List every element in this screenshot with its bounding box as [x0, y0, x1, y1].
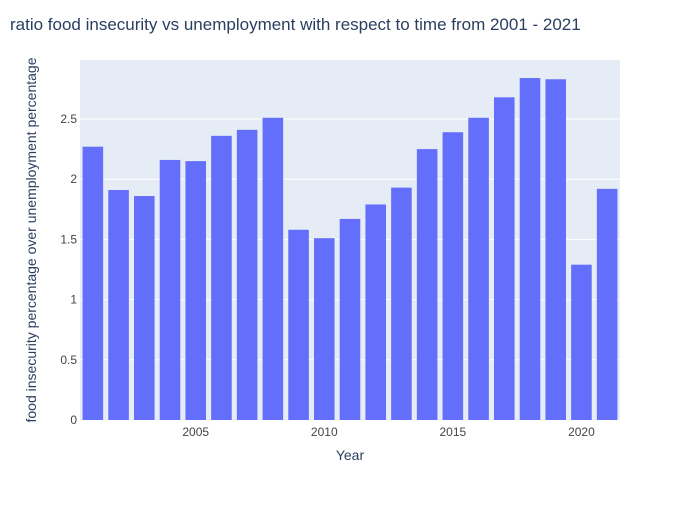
bars — [82, 78, 618, 421]
x-tick-label: 2010 — [311, 425, 338, 439]
bar-2018[interactable] — [519, 78, 541, 420]
bar-2004[interactable] — [159, 159, 181, 420]
x-axis-ticks: 2005 2010 2015 2020 — [182, 425, 595, 439]
bar-2020[interactable] — [571, 264, 592, 420]
y-tick-label: 0.5 — [60, 353, 77, 367]
bar-2019[interactable] — [545, 79, 566, 420]
y-tick-label: 2 — [70, 172, 77, 186]
bar-2005[interactable] — [185, 161, 206, 420]
bar-2015[interactable] — [442, 132, 464, 421]
bar-2003[interactable] — [134, 196, 155, 420]
x-tick-label: 2005 — [182, 425, 209, 439]
bar-2021[interactable] — [596, 188, 618, 420]
bar-2014[interactable] — [416, 149, 438, 420]
x-tick-label: 2020 — [568, 425, 595, 439]
x-axis-label: Year — [336, 447, 365, 463]
y-tick-label: 0 — [70, 413, 77, 427]
bar-2013[interactable] — [391, 187, 412, 420]
bar-2010[interactable] — [314, 238, 335, 420]
bar-2008[interactable] — [262, 117, 284, 421]
bar-2009[interactable] — [288, 229, 309, 420]
bar-2016[interactable] — [468, 117, 489, 421]
x-tick-label: 2015 — [440, 425, 467, 439]
bar-2006[interactable] — [211, 135, 232, 420]
bar-2002[interactable] — [108, 190, 129, 420]
y-axis-ticks: 0 0.5 1 1.5 2 2.5 — [60, 112, 77, 427]
bar-2011[interactable] — [339, 218, 361, 420]
bar-2007[interactable] — [236, 129, 258, 421]
bar-2012[interactable] — [365, 204, 386, 420]
y-tick-label: 2.5 — [60, 112, 77, 126]
bar-2001[interactable] — [82, 146, 104, 420]
y-axis-label: food insecurity percentage over unemploy… — [23, 57, 39, 422]
y-tick-label: 1 — [70, 293, 77, 307]
chart-title: ratio food insecurity vs unemployment wi… — [10, 15, 581, 34]
y-tick-label: 1.5 — [60, 232, 77, 246]
bar-2017[interactable] — [494, 97, 515, 421]
